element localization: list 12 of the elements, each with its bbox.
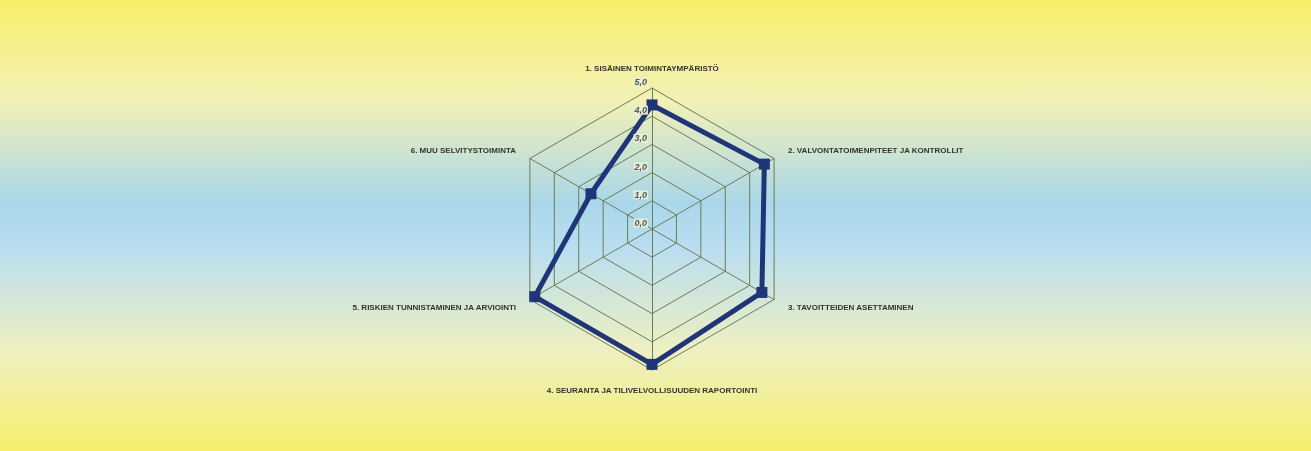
spoke-label: 3. TAVOITTEIDEN ASETTAMINEN: [787, 303, 914, 312]
y-tick-label: 3,0: [634, 133, 647, 144]
spoke-label: 1. SISÄINEN TOIMINTAYMPÄRISTÖ: [585, 63, 719, 73]
y-tick-label: 4,0: [633, 105, 647, 116]
spoke-label: 4. SEURANTA JA TILIVELVOLLISUUDEN RAPORTOINTI: [546, 385, 758, 395]
spoke-label: 5. RISKIEN TUNNISTAMINEN JA ARVIOINTI: [352, 303, 517, 312]
spoke-label: 6. MUU SELVITYSTOIMINTA: [410, 146, 517, 155]
y-tick-label: 2,0: [633, 161, 647, 172]
y-tick-label: 1,0: [634, 189, 647, 200]
y-tick-label: 5,0: [634, 77, 647, 87]
y-tick-label: 0,0: [634, 218, 647, 228]
spoke-label: 2. VALVONTATOIMENPITEET JA KONTROLLIT: [787, 146, 964, 155]
